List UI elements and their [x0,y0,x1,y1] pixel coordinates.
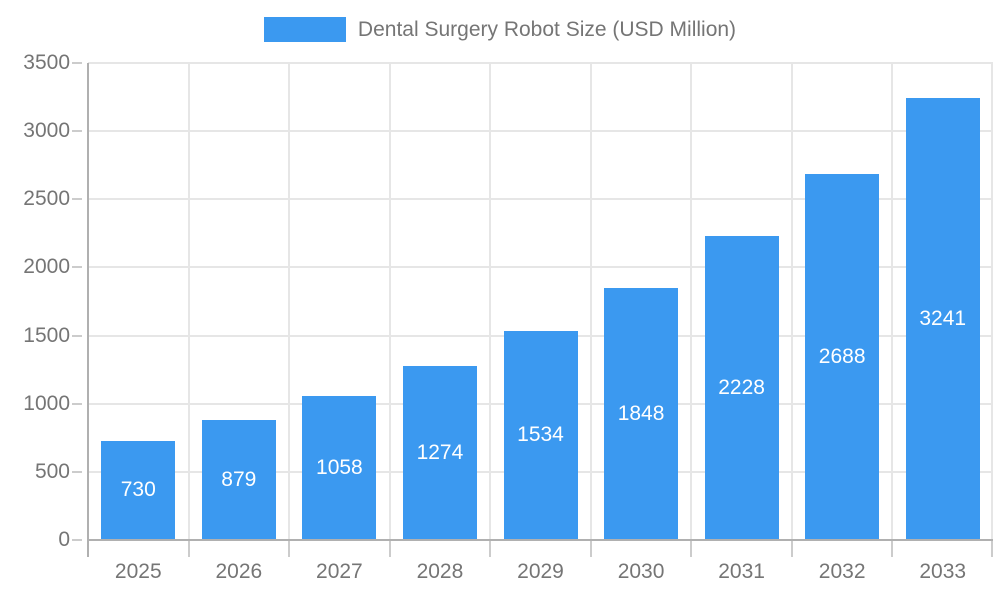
gridline-h [88,198,993,201]
x-tick [288,541,291,557]
bar-value-label: 3241 [919,307,967,331]
bar-2028[interactable]: 1274 [402,366,477,540]
bar-2032[interactable]: 2688 [805,173,880,540]
y-axis-label: 2500 [23,187,70,211]
gridline-v [991,63,993,540]
gridline-v [187,63,190,540]
x-axis-label: 2027 [316,560,363,583]
x-axis-label: 2025 [114,560,162,583]
gridline-v [388,63,391,540]
y-tick [72,402,82,405]
y-axis-label: 1500 [23,323,70,347]
y-axis-line [87,63,89,557]
legend-label: Dental Surgery Robot Size (USD Million) [357,17,737,41]
gridline-h [88,266,993,269]
y-tick [72,198,82,201]
gridline-v [891,63,894,540]
x-axis-label: 2033 [919,560,967,583]
bar-value-label: 1848 [617,402,665,426]
y-axis-label: 0 [58,528,70,551]
plot-area: 730 879 1058 1274 1534 1848 2228 2688 3241 [88,62,993,540]
x-tick [991,541,993,557]
x-axis-label: 2028 [416,560,464,583]
x-tick [790,541,793,557]
bar-2029[interactable]: 1534 [503,330,578,540]
y-tick [72,539,82,541]
bar-value-label: 2688 [818,344,866,368]
gridline-v [489,63,492,540]
bar-value-label: 1058 [316,455,363,479]
x-tick [388,541,391,557]
x-tick [891,541,894,557]
y-tick [72,334,82,337]
bar-value-label: 1534 [517,423,564,447]
x-axis-label: 2031 [718,560,765,583]
y-axis-label: 3500 [23,51,70,74]
bar-value-label: 2228 [718,376,765,400]
x-tick [187,541,190,557]
y-axis-label: 3000 [23,119,70,143]
gridline-v [690,63,693,540]
x-tick [589,541,592,557]
bar-2030[interactable]: 1848 [604,288,679,540]
x-axis-label: 2026 [215,560,263,583]
bar-2033[interactable]: 3241 [905,98,980,540]
bar-value-label: 1274 [416,441,464,465]
y-tick [72,62,82,64]
gridline-v [288,63,291,540]
y-tick [72,130,82,133]
y-tick [72,470,82,473]
x-axis-label: 2030 [617,560,665,583]
x-tick [489,541,492,557]
x-axis-baseline [87,539,993,541]
x-axis-label: 2029 [517,560,564,583]
gridline-v [790,63,793,540]
bar-2027[interactable]: 1058 [302,395,377,540]
bar-2025[interactable]: 730 [101,440,176,540]
x-tick [690,541,693,557]
bar-2031[interactable]: 2228 [704,236,779,540]
gridline-h [88,130,993,133]
y-axis-label: 2000 [23,255,70,279]
gridline-h [88,62,993,64]
y-axis-label: 1000 [23,391,70,415]
legend-swatch [263,17,346,42]
legend[interactable]: Dental Surgery Robot Size (USD Million) [0,17,1000,42]
y-axis-label: 500 [34,459,70,483]
gridline-v [589,63,592,540]
bar-2026[interactable]: 879 [201,420,276,540]
bar-value-label: 730 [120,478,156,502]
bar-value-label: 879 [221,468,257,492]
x-axis-label: 2032 [818,560,866,583]
y-tick [72,266,82,269]
